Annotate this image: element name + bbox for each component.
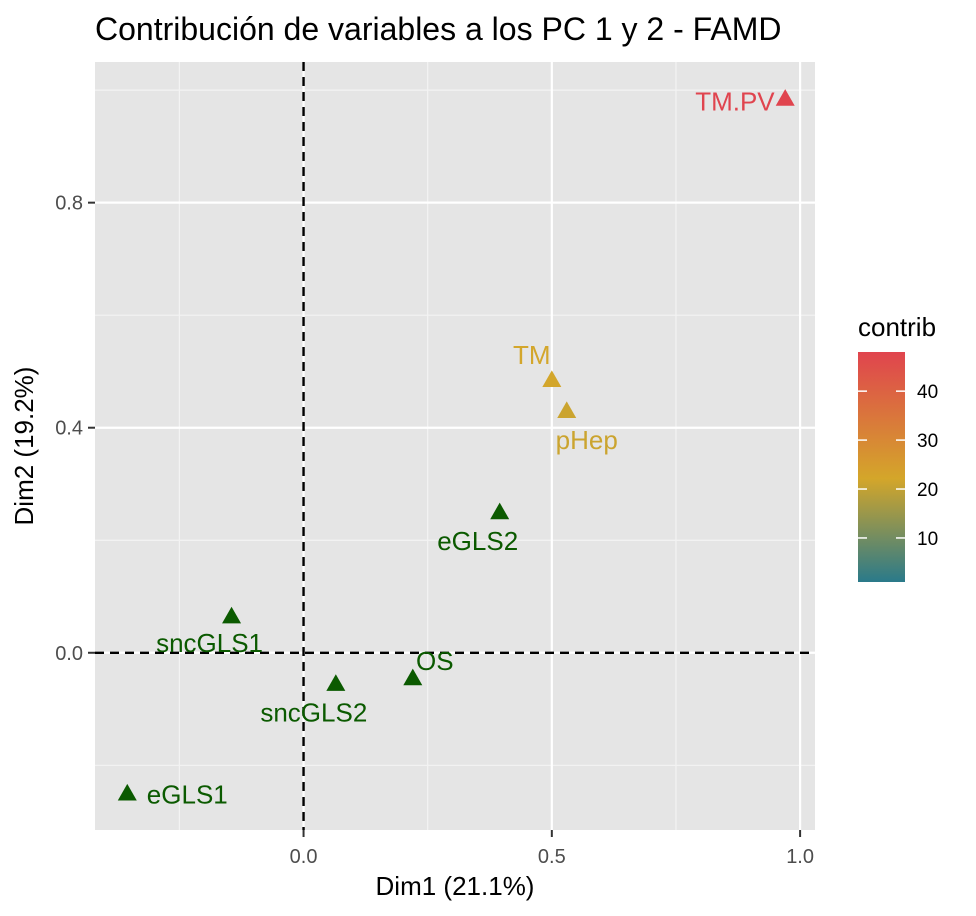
- point-marker-pHep: [557, 401, 577, 418]
- point-marker-TM.PV: [775, 89, 795, 106]
- legend-title: contrib: [858, 312, 936, 342]
- legend-tick-label-2: 30: [917, 431, 938, 452]
- point-label-TM: TM: [513, 340, 551, 370]
- y-tick-label-1: 0.4: [55, 418, 83, 440]
- reference-lines: [95, 62, 815, 830]
- legend-tick-label-3: 40: [917, 382, 938, 403]
- legend-tick-label-0: 10: [917, 529, 938, 550]
- x-tick-label-1: 0.5: [538, 846, 566, 868]
- point-marker-OS: [403, 668, 423, 686]
- point-label-OS: OS: [416, 646, 454, 676]
- x-axis-title: Dim1 (21.1%): [376, 871, 535, 901]
- legend-ticks: 10 20 30 40: [858, 382, 938, 550]
- point-label-eGLS1: eGLS1: [147, 779, 228, 809]
- x-tick-label-0: 0.0: [290, 846, 318, 868]
- y-tick-label-0: 0.0: [55, 643, 83, 665]
- point-marker-TM: [542, 370, 562, 388]
- point-marker-eGLS1: [117, 783, 137, 801]
- axis-ticks: 0.0 0.5 1.0 0.0 0.4 0.8: [55, 193, 814, 868]
- point-marker-sncGLS1: [222, 606, 242, 624]
- legend-tick-label-1: 20: [917, 480, 938, 501]
- point-label-sncGLS1: sncGLS1: [156, 628, 263, 658]
- plot-panel: [95, 62, 815, 830]
- chart-title: Contribución de variables a los PC 1 y 2…: [95, 11, 782, 47]
- point-marker-eGLS2: [490, 502, 510, 520]
- legend: contrib 10 20 30 40: [858, 312, 938, 582]
- legend-colorbar: [858, 352, 905, 582]
- y-axis-title: Dim2 (19.2%): [9, 367, 39, 526]
- point-label-eGLS2: eGLS2: [437, 526, 518, 556]
- point-label-sncGLS2: sncGLS2: [260, 698, 367, 728]
- data-points: TM.PV TM pHep eGLS2 sncGLS1 OS sncGLS2 eGLS1: [117, 87, 795, 809]
- x-tick-label-2: 1.0: [786, 846, 814, 868]
- y-tick-label-2: 0.8: [55, 193, 83, 215]
- grid-minor: [95, 62, 815, 830]
- point-marker-sncGLS2: [326, 674, 346, 691]
- point-label-TM.PV: TM.PV: [695, 87, 775, 117]
- point-label-pHep: pHep: [556, 425, 618, 455]
